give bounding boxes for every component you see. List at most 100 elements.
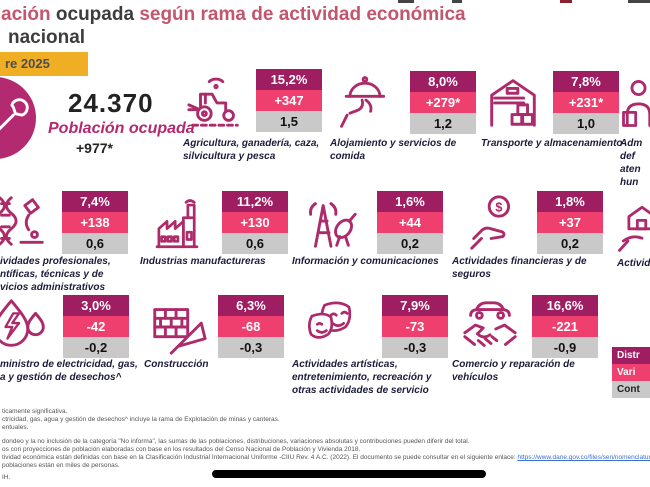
contribution-value: 1,5 [256, 111, 322, 132]
footnote-source: IH. [2, 474, 11, 481]
factory-icon [155, 199, 199, 249]
title-fragment: según rama de actividad económica [139, 4, 466, 25]
variation-value: +138 [62, 212, 128, 233]
distribution-value: 7,9% [382, 295, 448, 316]
footnote: entuales. [2, 424, 29, 431]
distribution-value: 1,6% [377, 191, 443, 212]
distribution-value: 3,0% [63, 295, 129, 316]
variation-value: +347 [256, 90, 322, 111]
title-fragment: ación [1, 4, 56, 25]
sector-label: ividades profesionales, ntíficas, técnic… [0, 256, 111, 293]
population-variation: +977* [76, 140, 113, 156]
distribution-value: 8,0% [410, 71, 476, 92]
sector-label: Información y comunicaciones [292, 256, 439, 267]
title-fragment: ocupada [55, 4, 140, 25]
footnote: os con proyecciones de población elabora… [2, 446, 361, 453]
contribution-value: 0,2 [377, 233, 443, 254]
redaction-bar [212, 470, 486, 478]
food-cloche-icon [340, 76, 386, 128]
sector-label: Construcción [144, 359, 209, 370]
sector-label: Adm def aten hun [620, 138, 643, 188]
crop-artifact [398, 0, 414, 3]
period-badge: re 2025 [0, 52, 88, 76]
distribution-value: 7,4% [62, 191, 128, 212]
sector-stats: 16,6% -221 -0,9 [532, 295, 598, 358]
tractor-icon [187, 77, 239, 127]
bricks-trowel-icon [153, 308, 207, 355]
distribution-value: 15,2% [256, 69, 322, 90]
car-handshake-icon [463, 301, 517, 347]
dna-microscope-icon [0, 196, 44, 246]
contribution-value: 0,6 [62, 233, 128, 254]
sector-stats: 7,4% +138 0,6 [62, 191, 128, 254]
contribution-value: 1,0 [553, 113, 619, 134]
legend: Distr Vari Cont [612, 347, 650, 398]
crop-artifact [560, 0, 572, 3]
distribution-value: 7,8% [553, 71, 619, 92]
sector-label: Agricultura, ganadería, caza, silvicultu… [183, 138, 320, 162]
footnote: tividad económica están definidas con ba… [2, 454, 650, 461]
sector-stats: 1,8% +37 0,2 [537, 191, 603, 254]
drop-bolt-icon [0, 299, 45, 347]
legend-contribution: Cont [612, 381, 650, 398]
crop-artifact [452, 0, 462, 3]
distribution-value: 11,2% [222, 191, 288, 212]
variation-value: -221 [532, 316, 598, 337]
sector-stats: 7,9% -73 -0,3 [382, 295, 448, 358]
hand-coin-icon: $ [470, 195, 511, 250]
page-subtitle: nacional [8, 27, 86, 48]
sector-label: ministro de electricidad, gas, a y gesti… [0, 359, 138, 383]
variation-value: +231* [553, 92, 619, 113]
variation-value: -42 [63, 316, 129, 337]
dane-ciiu-link[interactable]: https://www.dane.gov.co/files/sen/nomenc… [517, 454, 650, 461]
variation-value: +279* [410, 92, 476, 113]
person-icon [622, 80, 650, 127]
sector-label: Actividades financieras y de seguros [452, 256, 587, 280]
sector-stats: 11,2% +130 0,6 [222, 191, 288, 254]
footnote: ctricidad, gas, agua y gestión de desech… [2, 416, 280, 423]
contribution-value: 1,2 [410, 113, 476, 134]
distribution-value: 1,8% [537, 191, 603, 212]
variation-value: +37 [537, 212, 603, 233]
contribution-value: 0,6 [222, 233, 288, 254]
footnote: dondeo y la no inclusión de la categoría… [2, 438, 470, 445]
crop-artifact [628, 0, 650, 3]
population-label: Población ocupada [48, 120, 195, 137]
sector-label: Industrias manufactureras [140, 256, 266, 267]
sector-label: Actividades artísticas, entretenimiento,… [292, 359, 432, 396]
warehouse-icon [490, 79, 536, 127]
variation-value: +130 [222, 212, 288, 233]
contribution-value: -0,9 [532, 337, 598, 358]
distribution-value: 6,3% [218, 295, 284, 316]
variation-value: +44 [377, 212, 443, 233]
footnote: ticamente significativa. [2, 408, 68, 415]
sector-stats: 7,8% +231* 1,0 [553, 71, 619, 134]
contribution-value: 0,2 [537, 233, 603, 254]
sector-stats: 15,2% +347 1,5 [256, 69, 322, 132]
sector-stats: 6,3% -68 -0,3 [218, 295, 284, 358]
variation-value: -68 [218, 316, 284, 337]
footnote-text: tividad económica están definidas con ba… [2, 454, 518, 461]
sector-label: Activida [617, 258, 650, 269]
variation-value: -73 [382, 316, 448, 337]
hand-house-icon [618, 205, 650, 252]
contribution-value: -0,3 [218, 337, 284, 358]
distribution-value: 16,6% [532, 295, 598, 316]
antenna-icon [309, 202, 357, 248]
contribution-value: -0,2 [63, 337, 129, 358]
total-population: 24.370 [68, 88, 154, 118]
theater-masks-icon [308, 301, 352, 339]
sector-stats: 1,6% +44 0,2 [377, 191, 443, 254]
footnote: poblaciones están en miles de personas. [2, 462, 120, 469]
sector-label: Transporte y almacenamiento [481, 138, 623, 149]
legend-variation: Vari [612, 364, 650, 381]
svg-text:$: $ [495, 200, 502, 214]
sector-label: Comercio y reparación de vehículos [452, 359, 575, 383]
worker-hand-icon [0, 98, 29, 131]
page-title: ación ocupada según rama de actividad ec… [1, 4, 466, 26]
sector-stats: 8,0% +279* 1,2 [410, 71, 476, 134]
legend-distribution: Distr [612, 347, 650, 364]
contribution-value: -0,3 [382, 337, 448, 358]
sector-stats: 3,0% -42 -0,2 [63, 295, 129, 358]
sector-label: Alojamiento y servicios de comida [330, 138, 457, 162]
